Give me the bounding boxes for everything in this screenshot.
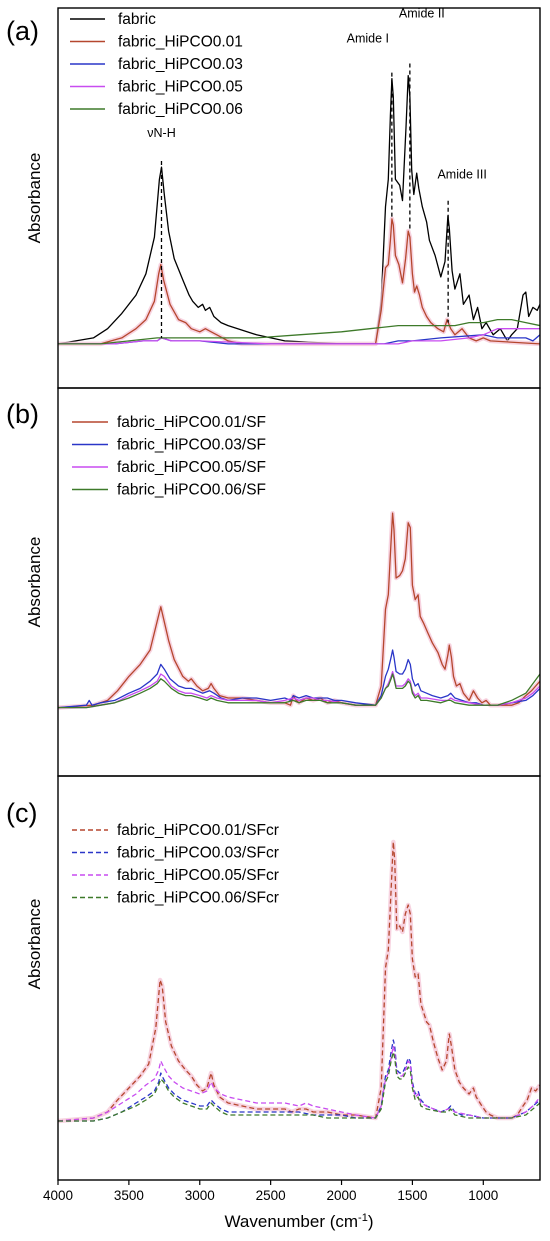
panel-c-y-axis-label: Absorbance [25,899,44,990]
series-line-fabric [58,74,540,345]
legend-label: fabric_HiPCO0.03 [118,56,243,73]
x-tick-label: 1000 [468,1188,498,1203]
series-line-fabric-hipco0-01-sfcr [58,841,540,1122]
panel-c-label: (c) [6,798,37,828]
panel-b-y-axis-label: Absorbance [25,537,44,628]
panel-b-label: (b) [6,399,39,429]
x-tick-label: 1500 [397,1188,427,1203]
legend-label: fabric_HiPCO0.03/SF [117,437,266,454]
series-line-fabric-hipco0-06-sfcr [58,1051,540,1122]
panel-b: (b) Absorbance fabric_HiPCO0.01/SFfabric… [6,387,541,777]
x-tick-label: 2500 [256,1188,286,1203]
legend-label: fabric_HiPCO0.05 [118,79,243,96]
annotation-label: νN-H [147,126,175,140]
annotation-label: Amide III [437,168,486,182]
series-line-fabric-hipco0-06-sf [58,673,540,709]
series-line-fabric-hipco0-01 [58,218,540,345]
legend-label: fabric_HiPCO0.06/SFcr [117,890,279,907]
legend-label: fabric [118,11,156,28]
panel-c-series [58,839,540,1124]
x-axis-label-main: Wavenumber (cm [225,1212,359,1231]
x-tick-label: 2000 [327,1188,357,1203]
panel-a-annotations: νN-H Amide I Amide II Amide III [147,6,487,338]
panel-a-y-axis-label: Absorbance [25,153,44,244]
x-tick-label: 3500 [114,1188,144,1203]
legend-label: fabric_HiPCO0.01/SF [117,414,266,431]
x-axis-label-superscript: -1 [358,1212,368,1224]
annotation-label: Amide I [347,32,389,46]
panel-a-series [58,74,540,347]
x-axis-label: Wavenumber (cm-1) [225,1212,374,1231]
panel-b-series [58,510,540,710]
panel-b-legend: fabric_HiPCO0.01/SF fabric_HiPCO0.03/SFfa… [72,414,266,499]
panel-c-legend: fabric_HiPCO0.01/SFcr fabric_HiPCO0.03/SF… [72,822,279,907]
annotation-label: Amide II [399,6,445,20]
panel-a-legend: fabric fabric_HiPCO0.01 fabric_HiPCO0.03fa… [70,11,243,118]
series-line-fabric-hipco0-01-sf [58,512,540,709]
legend-label: fabric_HiPCO0.06 [118,101,243,118]
panel-a: νN-H Amide I Amide II Amide III (a) Absorba… [6,6,541,389]
series-line-fabric-hipco0-05 [58,328,540,345]
series-line-fabric-hipco0-03-sf [58,649,540,709]
panel-a-label: (a) [6,16,39,46]
panel-c-frame [57,775,541,1181]
x-tick-label: 4000 [43,1188,73,1203]
legend-label: fabric_HiPCO0.05/SFcr [117,867,279,884]
legend-label: fabric_HiPCO0.01 [118,34,243,51]
series-line-fabric-hipco0-05-sfcr [58,1045,540,1122]
x-axis: 4000 3500 3000 2500 2000 1500 1000 [43,1180,498,1203]
legend-label: fabric_HiPCO0.06/SF [117,482,266,499]
legend-label: fabric_HiPCO0.03/SFcr [117,845,279,862]
legend-label: fabric_HiPCO0.05/SF [117,459,266,476]
series-line-fabric-hipco0-06 [58,318,540,345]
x-tick-label: 3000 [185,1188,215,1203]
panel-c: (c) Absorbance fabric_HiPCO0.01/SFcrfabr… [6,775,541,1181]
legend-label: fabric_HiPCO0.01/SFcr [117,822,279,839]
x-axis-label-tail: ) [368,1212,374,1231]
